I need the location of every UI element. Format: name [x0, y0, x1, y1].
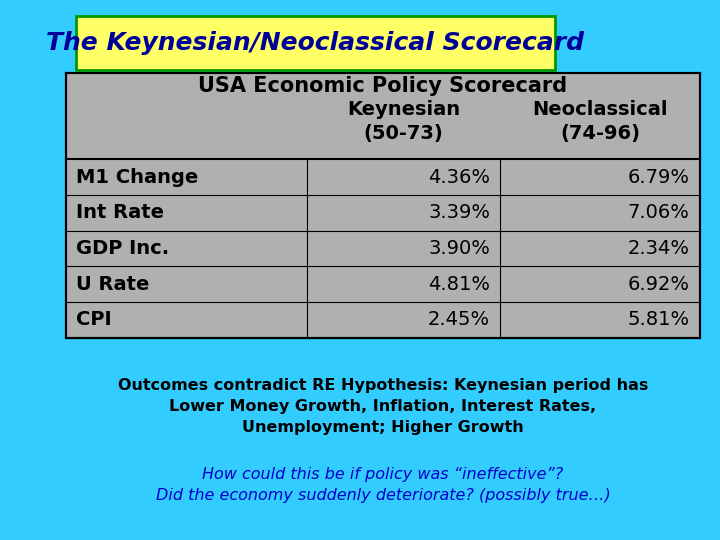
Text: CPI: CPI — [76, 310, 112, 329]
Text: 3.39%: 3.39% — [428, 203, 490, 222]
Text: 2.45%: 2.45% — [428, 310, 490, 329]
Text: 5.81%: 5.81% — [628, 310, 690, 329]
Text: M1 Change: M1 Change — [76, 167, 199, 187]
Text: Outcomes contradict RE Hypothesis: Keynesian period has
Lower Money Growth, Infl: Outcomes contradict RE Hypothesis: Keyne… — [117, 378, 648, 435]
Text: GDP Inc.: GDP Inc. — [76, 239, 169, 258]
Text: 4.36%: 4.36% — [428, 167, 490, 187]
Text: The Keynesian/Neoclassical Scorecard: The Keynesian/Neoclassical Scorecard — [47, 31, 585, 55]
Text: 3.90%: 3.90% — [428, 239, 490, 258]
Text: Keynesian
(50-73): Keynesian (50-73) — [347, 100, 460, 143]
Text: U Rate: U Rate — [76, 274, 150, 294]
Text: USA Economic Policy Scorecard: USA Economic Policy Scorecard — [198, 76, 567, 97]
Text: 2.34%: 2.34% — [628, 239, 690, 258]
Text: 6.79%: 6.79% — [628, 167, 690, 187]
Text: 6.92%: 6.92% — [628, 274, 690, 294]
FancyBboxPatch shape — [76, 16, 555, 70]
Text: 4.81%: 4.81% — [428, 274, 490, 294]
Text: 7.06%: 7.06% — [628, 203, 690, 222]
Text: How could this be if policy was “ineffective”?
Did the economy suddenly deterior: How could this be if policy was “ineffec… — [156, 467, 611, 503]
FancyBboxPatch shape — [66, 73, 700, 338]
Text: Neoclassical
(74-96): Neoclassical (74-96) — [532, 100, 667, 143]
Text: Int Rate: Int Rate — [76, 203, 164, 222]
